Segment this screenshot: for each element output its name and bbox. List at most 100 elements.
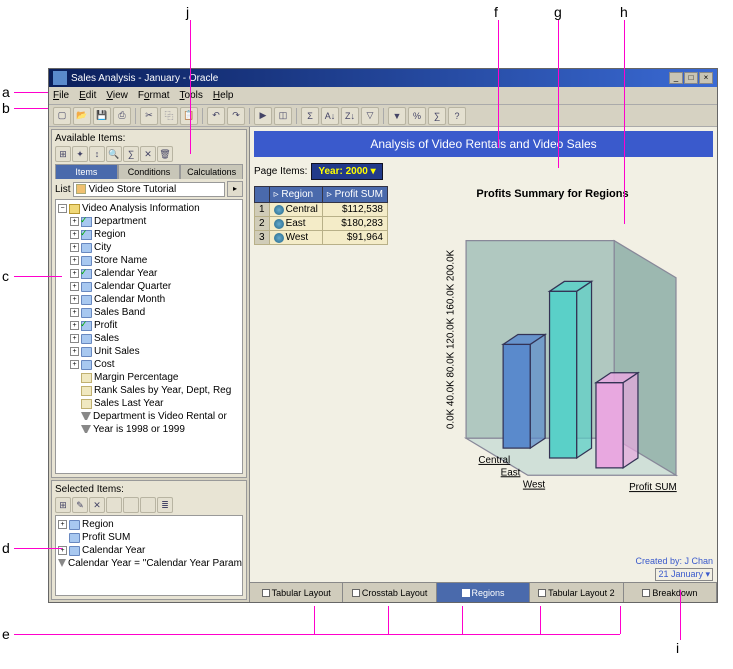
selected-tree[interactable]: +RegionProfit SUM+Calendar YearCalendar … [55, 515, 243, 596]
tree-toggle[interactable]: + [70, 230, 79, 239]
avail-sort-button[interactable]: ↕ [89, 146, 105, 162]
tree-toggle[interactable]: + [58, 520, 67, 529]
percent-button[interactable]: % [408, 107, 426, 125]
help-button[interactable]: ? [448, 107, 466, 125]
sigma-button[interactable]: Σ [301, 107, 319, 125]
tree-toggle[interactable]: + [70, 308, 79, 317]
tree-item[interactable]: +Calendar Year [58, 267, 240, 280]
filter-button[interactable]: ▽ [361, 107, 379, 125]
sort-asc-button[interactable]: A↓ [321, 107, 339, 125]
tree-toggle[interactable]: + [70, 321, 79, 330]
footer-tab-crosstab-layout[interactable]: Crosstab Layout [343, 583, 436, 602]
dim-icon [81, 243, 92, 253]
save-button[interactable]: 💾 [93, 107, 111, 125]
col-profit[interactable]: ▹ Profit SUM [322, 187, 387, 203]
tree-item[interactable]: Rank Sales by Year, Dept, Reg [58, 384, 240, 397]
table-row[interactable]: 3West$91,964 [255, 231, 388, 245]
avail-trash-button[interactable]: 🗑 [157, 146, 173, 162]
tab-items[interactable]: Items [55, 164, 118, 179]
footer-tab-tabular-layout-2[interactable]: Tabular Layout 2 [530, 583, 623, 602]
chart-button[interactable]: ◫ [274, 107, 292, 125]
footer-tab-breakdown[interactable]: Breakdown [624, 583, 717, 602]
tree-item[interactable]: Department is Video Rental or [58, 410, 240, 423]
tree-item[interactable]: +Profit [58, 319, 240, 332]
minimize-button[interactable]: _ [669, 72, 683, 84]
avail-calc-button[interactable]: ∑ [123, 146, 139, 162]
table-row[interactable]: 1Central$112,538 [255, 203, 388, 217]
tree-item[interactable]: +Department [58, 215, 240, 228]
paste-button[interactable]: 📋 [180, 107, 198, 125]
close-button[interactable]: × [699, 72, 713, 84]
tree-item[interactable]: +Store Name [58, 254, 240, 267]
tree-toggle[interactable]: + [70, 295, 79, 304]
tree-item[interactable]: +Region [58, 228, 240, 241]
avail-wand-button[interactable]: ✦ [72, 146, 88, 162]
tree-item[interactable]: +City [58, 241, 240, 254]
calc-button[interactable]: ∑ [428, 107, 446, 125]
footer-tab-regions[interactable]: Regions [437, 583, 530, 602]
tree-item[interactable]: +Calendar Quarter [58, 280, 240, 293]
sort-desc-button[interactable]: Z↓ [341, 107, 359, 125]
menu-view[interactable]: View [106, 90, 128, 101]
tree-item[interactable]: Year is 1998 or 1999 [58, 423, 240, 436]
available-tree[interactable]: −Video Analysis Information+Department+R… [55, 199, 243, 474]
maximize-button[interactable]: □ [684, 72, 698, 84]
sel-list-button[interactable]: ≣ [157, 497, 173, 513]
tree-toggle[interactable]: + [70, 347, 79, 356]
col-region[interactable]: ▹ Region [269, 187, 322, 203]
avail-find-button[interactable]: 🔍 [106, 146, 122, 162]
year-selector[interactable]: Year: 2000 ▾ [311, 163, 382, 180]
new-button[interactable]: ▢ [53, 107, 71, 125]
undo-button[interactable]: ↶ [207, 107, 225, 125]
tree-item[interactable]: +Unit Sales [58, 345, 240, 358]
tree-item[interactable]: Margin Percentage [58, 371, 240, 384]
sel-del-button[interactable]: ✕ [89, 497, 105, 513]
menu-help[interactable]: Help [213, 90, 234, 101]
tree-item[interactable]: +Sales Band [58, 306, 240, 319]
list-go-button[interactable]: ▸ [227, 181, 243, 197]
table-row[interactable]: 2East$180,283 [255, 217, 388, 231]
tree-toggle[interactable]: + [70, 269, 79, 278]
tab-conditions[interactable]: Conditions [118, 164, 181, 179]
funnel-button[interactable]: ▼ [388, 107, 406, 125]
tree-toggle[interactable]: + [70, 217, 79, 226]
menu-format[interactable]: Format [138, 90, 170, 101]
tab-calculations[interactable]: Calculations [180, 164, 243, 179]
sel-tree-button[interactable]: ⊞ [55, 497, 71, 513]
footer-tab-tabular-layout[interactable]: Tabular Layout [250, 583, 343, 602]
copy-button[interactable]: ⿻ [160, 107, 178, 125]
redo-button[interactable]: ↷ [227, 107, 245, 125]
tree-toggle[interactable]: + [70, 243, 79, 252]
tree-item[interactable]: +Calendar Year [58, 544, 240, 557]
tree-toggle[interactable]: − [58, 204, 67, 213]
footer-date[interactable]: 21 January ▾ [655, 568, 713, 581]
tree-item-label: Sales [94, 333, 119, 344]
tree-item-label: Year is 1998 or 1999 [93, 424, 185, 435]
open-button[interactable]: 📂 [73, 107, 91, 125]
print-button[interactable]: ⎙ [113, 107, 131, 125]
tree-item[interactable]: + Sales [58, 332, 240, 345]
list-select[interactable]: Video Store Tutorial [73, 182, 225, 197]
tree-toggle[interactable]: + [58, 546, 67, 555]
cut-button[interactable]: ✂ [140, 107, 158, 125]
tree-toggle[interactable]: + [70, 256, 79, 265]
tree-item[interactable]: Calendar Year = "Calendar Year Parame [58, 557, 240, 570]
avail-del-button[interactable]: ✕ [140, 146, 156, 162]
tree-toggle[interactable]: + [70, 282, 79, 291]
tree-item-label: Profit SUM [82, 532, 130, 543]
tree-toggle[interactable]: + [70, 360, 79, 369]
tree-toggle[interactable]: + [70, 334, 79, 343]
tree-item[interactable]: Profit SUM [58, 531, 240, 544]
tree-item[interactable]: Sales Last Year [58, 397, 240, 410]
tree-item[interactable]: +Cost [58, 358, 240, 371]
avail-tree-button[interactable]: ⊞ [55, 146, 71, 162]
sel-edit-button[interactable]: ✎ [72, 497, 88, 513]
tree-item[interactable]: +Region [58, 518, 240, 531]
callout-i: i [676, 640, 679, 656]
menu-edit[interactable]: Edit [79, 90, 96, 101]
menu-file[interactable]: File [53, 90, 69, 101]
tree-item[interactable]: +Calendar Month [58, 293, 240, 306]
run-button[interactable]: ▶ [254, 107, 272, 125]
callout-f: f [494, 4, 498, 20]
menu-tools[interactable]: Tools [180, 90, 203, 101]
